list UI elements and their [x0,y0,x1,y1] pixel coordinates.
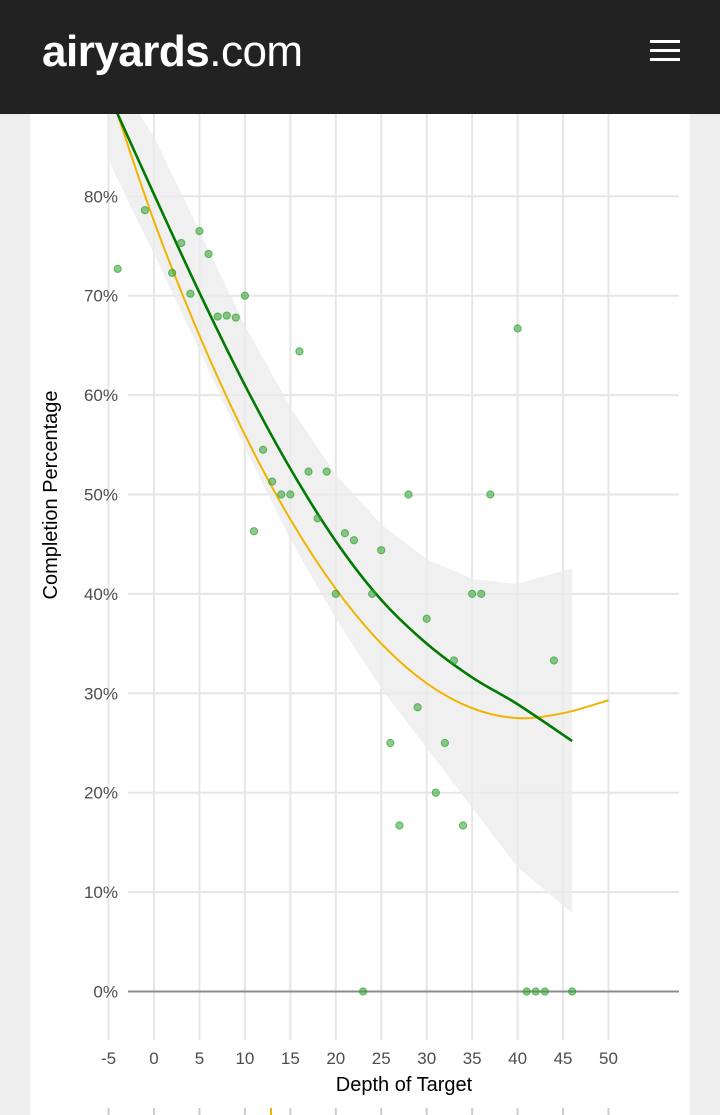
scatter-point [340,529,349,538]
x-tick-label: 35 [463,1049,482,1068]
y-tick-label: 50% [84,486,118,505]
y-tick-label: 10% [84,883,118,902]
smooth-lines [107,86,609,743]
scatter-point [540,987,549,996]
y-tick-label: 30% [84,684,118,703]
scatter-point [286,490,295,499]
y-axis-title: Completion Percentage [40,390,62,599]
x-tick-label: -5 [101,1049,116,1068]
scatter-point [268,477,277,486]
scatter-point [477,589,486,599]
scatter-point [204,249,213,259]
scatter-point [249,527,259,536]
data-points [113,102,577,996]
scatter-point [549,656,559,665]
scatter-point [186,289,195,298]
scatter-point [413,703,422,712]
x-tick-label: 5 [195,1049,204,1068]
chart-card: 0%10%20%30%40%50%60%70%80%90%100% -50510… [30,0,690,1115]
y-tick-label: 0% [93,983,118,1002]
scatter-point [213,312,222,321]
scatter-point [222,311,231,320]
scatter-point [277,490,286,499]
y-tick-label: 20% [84,784,118,803]
x-tick-label: 45 [554,1049,573,1068]
x-tick-labels: -5 0 5 10 15 20 25 30 35 40 45 50 [101,1049,618,1068]
x-tick-label: 20 [326,1049,345,1068]
scatter-point [377,546,386,555]
scatter-point [431,788,440,797]
scatter-point [195,226,204,236]
hamburger-menu-icon[interactable] [650,38,680,64]
scatter-point [395,821,404,830]
scatter-point [486,490,495,499]
scatter-point [386,738,395,748]
scatter-point [349,536,359,545]
scatter-point [295,347,304,356]
scatter-point [258,445,268,454]
completion-chart: 0%10%20%30%40%50%60%70%80%90%100% -50510… [40,0,679,1115]
confidence-ribbon [108,67,573,913]
scatter-point [513,324,522,333]
scatter-point [313,514,322,523]
confidence-band [108,67,573,913]
x-tick-label: 40 [508,1049,527,1068]
scatter-point [177,238,186,248]
x-tick-label: 30 [417,1049,436,1068]
scatter-point [368,589,377,599]
x-axis-title: Depth of Target [336,1074,473,1096]
scatter-point [531,987,540,996]
menu-bar-middle [650,49,680,52]
scatter-point [358,987,368,996]
scatter-point [522,987,531,996]
scatter-point [458,821,468,830]
scatter-point [240,291,249,300]
scatter-point [331,589,340,599]
scatter-point [568,987,577,996]
site-logo[interactable]: airyards.com [42,30,303,74]
site-header: airyards.com [0,0,720,114]
y-tick-label: 70% [84,287,118,306]
scatter-point [422,614,431,623]
y-tick-label: 40% [84,585,118,604]
x-tick-label: 10 [235,1049,254,1068]
x-tick-label: 15 [281,1049,300,1068]
scatter-point [468,589,477,599]
y-tick-label: 80% [84,187,118,206]
scatter-point [140,206,150,215]
smooth-line-green [107,93,573,743]
scatter-point [231,313,240,322]
logo-main: airyards [42,27,210,76]
logo-suffix: .com [209,27,303,76]
x-tick-label: 50 [599,1049,618,1068]
scatter-point [449,656,459,665]
scatter-point [440,738,449,748]
scatter-point [404,490,413,499]
menu-bar-top [650,40,680,43]
x-tick-label: 0 [149,1049,158,1068]
smooth-line-yellow [107,86,609,720]
scatter-point [168,268,177,277]
y-tick-label: 60% [84,386,118,405]
scatter-point [113,264,122,273]
menu-bar-bottom [650,58,680,61]
scatter-point [304,467,313,476]
x-tick-label: 25 [372,1049,391,1068]
scatter-point [322,467,331,476]
